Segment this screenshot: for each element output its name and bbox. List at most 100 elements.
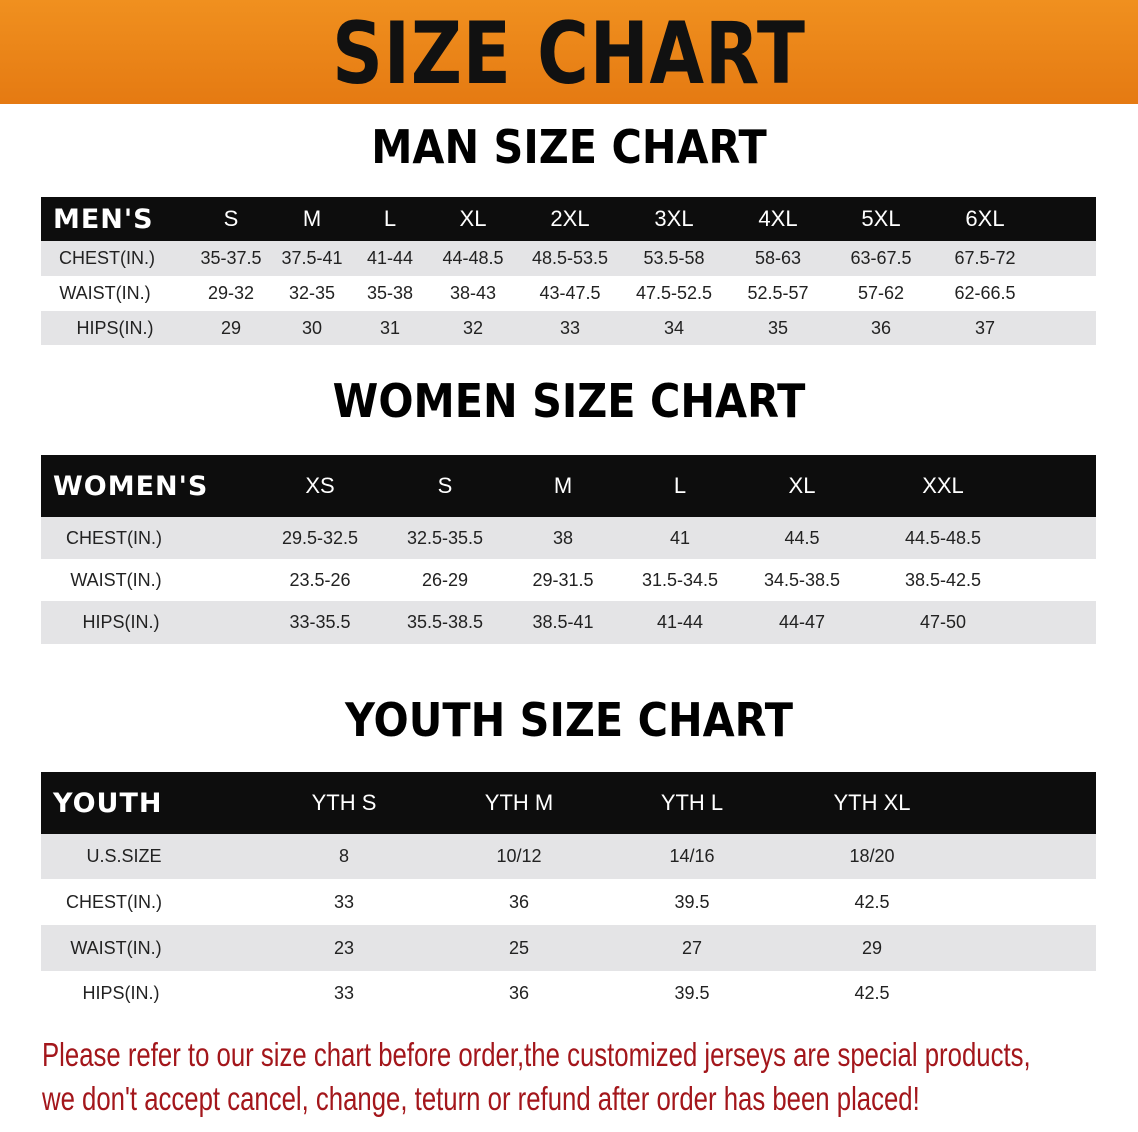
table-cell: 25 (508, 937, 530, 958)
table-cell: 41 (669, 527, 691, 548)
table-cell: 38.5-42.5 (904, 569, 982, 590)
table-cell: 39.5 (674, 983, 710, 1003)
row-label: CHEST(IN.) (66, 527, 162, 548)
section-title: YOUTH SIZE CHART (345, 693, 793, 747)
row-label: WAIST(IN.) (70, 569, 162, 590)
table-cell: 32.5-35.5 (406, 527, 484, 548)
section-title: WOMEN SIZE CHART (332, 374, 806, 428)
size-header: 3XL (654, 206, 694, 231)
row-label: HIPS(IN.) (76, 317, 154, 338)
table-header: YOUTH YTH S YTH M YTH L YTH XL (41, 772, 1096, 834)
table-cell: 58-63 (754, 248, 802, 268)
table-row: HIPS(IN.) 33 36 39.5 42.5 (41, 971, 1096, 1016)
table-cell: 37.5-41 (281, 248, 343, 268)
table-cell: 30 (301, 317, 323, 338)
table-cell: 41-44 (366, 248, 414, 268)
size-header: 6XL (965, 206, 1005, 231)
notice-line-2: we don't accept cancel, change, teturn o… (42, 1080, 920, 1117)
table-cell: 39.5 (674, 891, 710, 912)
table-cell: 14/16 (669, 846, 715, 866)
table-header: WOMEN'S XS S M L XL XXL (41, 455, 1096, 517)
table-cell: 29 (861, 937, 883, 958)
table-cell: 32 (462, 317, 484, 338)
size-header: 5XL (861, 206, 901, 231)
header-label: YOUTH (53, 787, 163, 819)
table-cell: 29-31.5 (532, 569, 594, 590)
table-cell: 34.5-38.5 (763, 569, 841, 590)
banner: SIZE CHART (0, 0, 1138, 104)
size-table: WOMEN'S XS S M L XL XXL CHEST(IN.) 29.5-32.5 32.5… (41, 455, 1096, 644)
table-cell: 36 (870, 317, 892, 338)
size-table: MEN'S S M L XL 2XL 3XL 4XL 5XL 6XL CHEST(IN.) 35-37… (41, 197, 1096, 345)
table-cell: 33-35.5 (289, 612, 351, 632)
table-cell: 44-47 (778, 612, 826, 632)
table-cell: 38.5-41 (532, 612, 594, 632)
row-label: CHEST(IN.) (66, 891, 162, 912)
table-cell: 43-47.5 (539, 283, 601, 303)
table-cell: 33 (333, 891, 355, 912)
table-cell: 36 (508, 891, 530, 912)
table-cell: 29-32 (207, 283, 255, 303)
size-header: YTH M (484, 790, 554, 815)
table-cell: 42.5 (854, 891, 890, 912)
size-header: YTH S (311, 790, 377, 815)
table-cell: 33 (333, 983, 355, 1003)
header-label: MEN'S (53, 203, 154, 235)
table-cell: 36 (508, 983, 530, 1003)
table-cell: 41-44 (656, 612, 704, 632)
size-header: M (302, 206, 322, 231)
table-cell: 44-48.5 (442, 248, 504, 268)
table-row: CHEST(IN.) 29.5-32.5 32.5-35.5 38 41 44.5 44.5… (41, 517, 1096, 559)
table-cell: 35.5-38.5 (406, 612, 484, 632)
table-row: HIPS(IN.) 33-35.5 35.5-38.5 38.5-41 41-44 44-… (41, 601, 1096, 644)
size-header: XS (305, 473, 335, 498)
table-cell: 26-29 (421, 569, 469, 590)
table-cell: 10/12 (496, 846, 542, 866)
table-cell: 35-38 (366, 283, 414, 303)
table-row: WAIST(IN.) 29-32 32-35 35-38 38-43 43-47.5 47.… (41, 276, 1096, 311)
table-cell: 29.5-32.5 (281, 527, 359, 548)
size-header: XXL (922, 473, 964, 498)
banner-title: SIZE CHART (332, 4, 806, 104)
table-cell: 38-43 (449, 283, 497, 303)
size-header: S (437, 473, 453, 498)
size-header: S (223, 206, 239, 231)
table-cell: 31.5-34.5 (641, 569, 719, 590)
table-cell: 34 (663, 317, 685, 338)
table-row: CHEST(IN.) 33 36 39.5 42.5 (41, 879, 1096, 925)
row-label: WAIST(IN.) (59, 283, 151, 303)
table-cell: 47.5-52.5 (635, 283, 713, 303)
table-cell: 37 (974, 317, 996, 338)
table-cell: 18/20 (849, 846, 895, 866)
row-label: U.S.SIZE (86, 846, 162, 866)
table-cell: 47-50 (919, 612, 967, 632)
row-label: HIPS(IN.) (82, 612, 160, 632)
table-cell: 31 (379, 317, 401, 338)
table-cell: 44.5-48.5 (904, 527, 982, 548)
table-row: WAIST(IN.) 23 25 27 29 (41, 925, 1096, 971)
size-table: YOUTH YTH S YTH M YTH L YTH XL U.S.SIZE 8 10/12… (41, 772, 1096, 1016)
size-header: YTH XL (833, 790, 911, 815)
table-cell: 53.5-58 (643, 248, 705, 268)
table-cell: 23.5-26 (289, 569, 351, 590)
notice-line-1: Please refer to our size chart before or… (42, 1036, 1031, 1073)
table-cell: 35-37.5 (200, 248, 262, 268)
table-cell: 48.5-53.5 (531, 248, 609, 268)
table-cell: 38 (552, 527, 574, 548)
table-cell: 42.5 (854, 983, 890, 1003)
table-cell: 63-67.5 (850, 248, 912, 268)
row-label: CHEST(IN.) (59, 248, 155, 268)
row-label: HIPS(IN.) (82, 983, 160, 1003)
size-header: YTH L (660, 790, 724, 815)
table-cell: 27 (681, 937, 703, 958)
size-header: 2XL (550, 206, 590, 231)
table-header: MEN'S S M L XL 2XL 3XL 4XL 5XL 6XL (41, 197, 1096, 241)
table-cell: 35 (767, 317, 789, 338)
table-cell: 32-35 (288, 283, 336, 303)
table-row: HIPS(IN.) 29 30 31 32 33 34 35 36 37 (41, 311, 1096, 345)
section-title: MAN SIZE CHART (371, 120, 767, 174)
table-cell: 44.5 (784, 527, 820, 548)
size-header: M (553, 473, 573, 498)
row-label: WAIST(IN.) (70, 937, 162, 958)
header-label: WOMEN'S (53, 470, 209, 502)
